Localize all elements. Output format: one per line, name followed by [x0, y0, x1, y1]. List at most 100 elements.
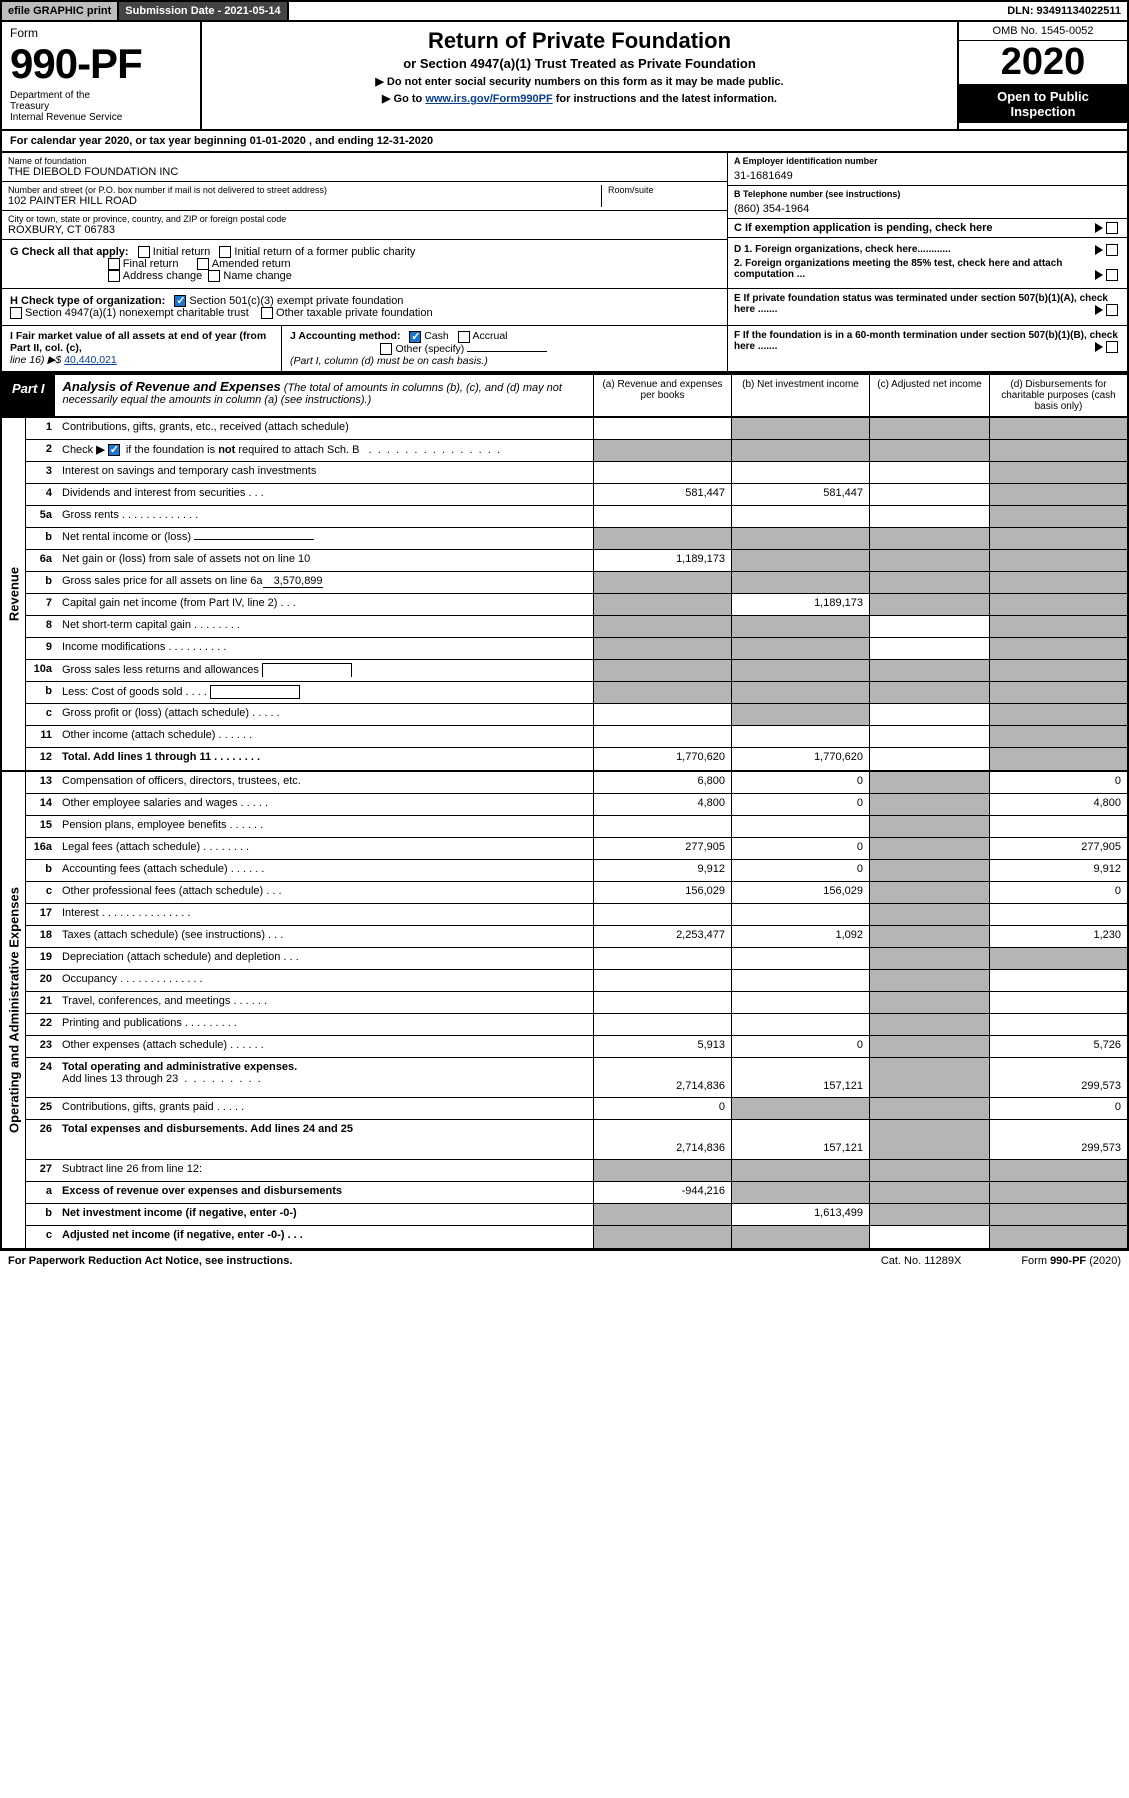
col-a-header: (a) Revenue and expenses per books: [593, 375, 731, 416]
ln-5a-a: [593, 506, 731, 527]
ln-2-b: [731, 440, 869, 461]
ln-27c-num: c: [26, 1226, 58, 1248]
footer-catno: Cat. No. 11289X: [881, 1255, 962, 1267]
ln-11-b: [731, 726, 869, 747]
ln-20-txt: Occupancy . . . . . . . . . . . . . .: [58, 970, 593, 991]
j-label: J Accounting method:: [290, 330, 400, 342]
g-name-ck[interactable]: [208, 270, 220, 282]
ln-27c-txt: Adjusted net income (if negative, enter …: [58, 1226, 593, 1248]
d2-text: 2. Foreign organizations meeting the 85%…: [734, 258, 1062, 280]
g-amended-ck[interactable]: [197, 258, 209, 270]
ln-4-b: 581,447: [731, 484, 869, 505]
g-initial: Initial return: [153, 246, 210, 258]
j-accrual-ck[interactable]: [458, 331, 470, 343]
ln-14-c: [869, 794, 989, 815]
ln-3-num: 3: [26, 462, 58, 483]
ln-16a-b: 0: [731, 838, 869, 859]
f-checkbox[interactable]: [1106, 341, 1118, 353]
ln-5a-txt: Gross rents . . . . . . . . . . . . .: [58, 506, 593, 527]
ln-10b-txt: Less: Cost of goods sold . . . .: [58, 682, 593, 703]
omb-number: OMB No. 1545-0052: [959, 22, 1127, 41]
col-b-header: (b) Net investment income: [731, 375, 869, 416]
ln-14-a: 4,800: [593, 794, 731, 815]
ln-4-txt: Dividends and interest from securities .…: [58, 484, 593, 505]
ln-22-d: [989, 1014, 1127, 1035]
j-cash-ck[interactable]: [409, 331, 421, 343]
j-other-ck[interactable]: [380, 343, 392, 355]
ln-13-d: 0: [989, 772, 1127, 793]
note-ssn: ▶ Do not enter social security numbers o…: [212, 75, 947, 88]
ln-18-txt: Taxes (attach schedule) (see instruction…: [58, 926, 593, 947]
g-final-ck[interactable]: [108, 258, 120, 270]
d1-checkbox[interactable]: [1106, 244, 1118, 256]
id-block: Name of foundation THE DIEBOLD FOUNDATIO…: [0, 153, 1129, 240]
i-label: I Fair market value of all assets at end…: [10, 330, 266, 354]
ln-20-b: [731, 970, 869, 991]
ln-2-a: [593, 440, 731, 461]
ein-cell: A Employer identification number 31-1681…: [728, 153, 1127, 186]
calendar-year: For calendar year 2020, or tax year begi…: [0, 131, 1129, 153]
ln-6a-num: 6a: [26, 550, 58, 571]
ln-11-c: [869, 726, 989, 747]
ln-12-b: 1,770,620: [731, 748, 869, 770]
j-accrual: Accrual: [473, 330, 508, 342]
g-initial-former-ck[interactable]: [219, 246, 231, 258]
ln-16b-d: 9,912: [989, 860, 1127, 881]
form-number: 990-PF: [10, 40, 192, 88]
h-4947-ck[interactable]: [10, 307, 22, 319]
part1-tag: Part I: [2, 375, 55, 416]
g-amended: Amended return: [212, 258, 291, 270]
ln-8-a: [593, 616, 731, 637]
ln-27-c: [869, 1160, 989, 1181]
ln-10a-t: Gross sales less returns and allowances: [62, 664, 259, 676]
phone-cell: B Telephone number (see instructions) (8…: [728, 186, 1127, 219]
arrow-icon: [1095, 270, 1103, 280]
h-label: H Check type of organization:: [10, 295, 165, 307]
schb-ck[interactable]: [108, 444, 120, 456]
ln-21-txt: Travel, conferences, and meetings . . . …: [58, 992, 593, 1013]
ln-4-num: 4: [26, 484, 58, 505]
footer: For Paperwork Reduction Act Notice, see …: [0, 1250, 1129, 1271]
ln-19-a: [593, 948, 731, 969]
ln-17-num: 17: [26, 904, 58, 925]
ln-22-txt: Printing and publications . . . . . . . …: [58, 1014, 593, 1035]
revenue-grid: Revenue 1Contributions, gifts, grants, e…: [0, 418, 1129, 772]
c-checkbox[interactable]: [1106, 222, 1118, 234]
foundation-name-cell: Name of foundation THE DIEBOLD FOUNDATIO…: [2, 153, 727, 182]
i-section: I Fair market value of all assets at end…: [2, 326, 282, 370]
ln-10c-c: [869, 704, 989, 725]
ln-1-c: [869, 418, 989, 439]
form990pf-link[interactable]: www.irs.gov/Form990PF: [425, 93, 552, 105]
ln-27c-b: [731, 1226, 869, 1248]
e-checkbox[interactable]: [1106, 304, 1118, 316]
g-initial-ck[interactable]: [138, 246, 150, 258]
j-cash: Cash: [424, 330, 449, 342]
d-section: D 1. Foreign organizations, check here..…: [727, 240, 1127, 289]
i-value: 40,440,021: [64, 354, 117, 366]
j-note: (Part I, column (d) must be on cash basi…: [290, 355, 488, 367]
ln-10a-b: [731, 660, 869, 681]
ln-22-a: [593, 1014, 731, 1035]
h-other-ck[interactable]: [261, 307, 273, 319]
ln-27-d: [989, 1160, 1127, 1181]
ln-1-num: 1: [26, 418, 58, 439]
ln-5b-t: Net rental income or (loss): [62, 531, 191, 543]
f-section: F If the foundation is in a 60-month ter…: [727, 326, 1127, 370]
ln-2-num: 2: [26, 440, 58, 461]
ln-17-a: [593, 904, 731, 925]
expense-label: Operating and Administrative Expenses: [6, 887, 21, 1133]
ln-19-b: [731, 948, 869, 969]
h-501-ck[interactable]: [174, 295, 186, 307]
g-label: G Check all that apply:: [10, 246, 129, 258]
ln-9-num: 9: [26, 638, 58, 659]
ln-5a-num: 5a: [26, 506, 58, 527]
ln-15-a: [593, 816, 731, 837]
ln-6a-d: [989, 550, 1127, 571]
ln-27b-b: 1,613,499: [731, 1204, 869, 1225]
ln-5b-c: [869, 528, 989, 549]
ln-13-num: 13: [26, 772, 58, 793]
g-addr-ck[interactable]: [108, 270, 120, 282]
ln-14-b: 0: [731, 794, 869, 815]
d2-checkbox[interactable]: [1106, 269, 1118, 281]
ln-26-txt: Total expenses and disbursements. Add li…: [58, 1120, 593, 1159]
